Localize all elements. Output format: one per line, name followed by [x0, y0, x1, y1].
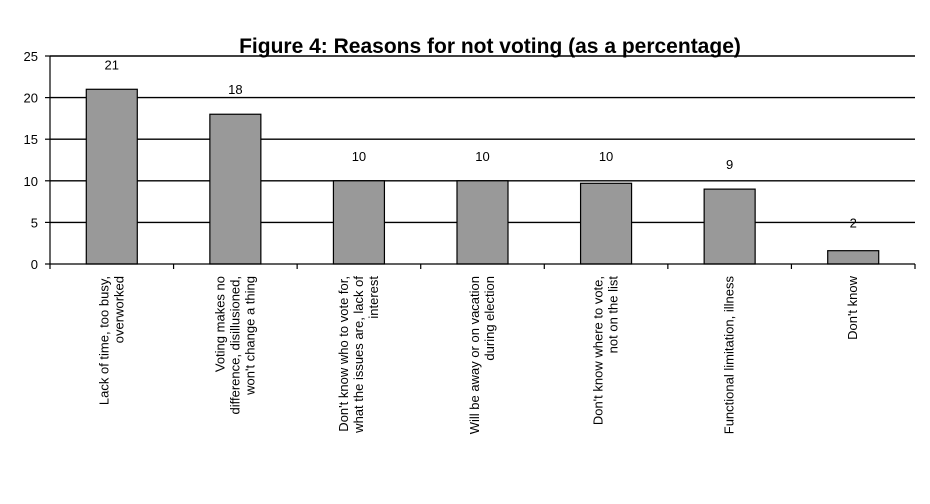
- data-label: 21: [105, 57, 119, 72]
- chart-title: Figure 4: Reasons for not voting (as a p…: [239, 35, 741, 58]
- data-label: 10: [352, 149, 366, 164]
- data-label: 2: [850, 215, 857, 230]
- category-label-line: what the issues are, lack of: [351, 276, 366, 434]
- category-label-line: won't change a thing: [242, 276, 257, 396]
- category-label-line: interest: [366, 276, 381, 319]
- category-label-line: Don't know: [845, 275, 860, 340]
- bars: [85, 88, 880, 265]
- data-label: 10: [599, 149, 613, 164]
- y-tick-label: 15: [24, 132, 38, 147]
- category-label-line: Functional limitation, illness: [722, 276, 737, 435]
- category-label-line: difference, disillusioned,: [227, 276, 242, 415]
- category-label-line: Don't know who to vote for,: [336, 276, 351, 432]
- bar: [456, 180, 509, 265]
- axes: 0 5 10 15 20 25: [24, 49, 916, 272]
- bar: [332, 180, 386, 265]
- category-label: Don't know who to vote for, what the issu…: [336, 276, 381, 434]
- y-tick-label: 0: [31, 257, 38, 272]
- data-label: 18: [228, 82, 242, 97]
- category-label: Don't know where to vote, not on the list: [591, 276, 621, 426]
- y-tick-label: 20: [24, 91, 38, 106]
- data-label: 10: [475, 149, 489, 164]
- category-label-line: overworked: [111, 276, 126, 343]
- y-tick-label: 5: [31, 215, 38, 230]
- data-label: 9: [726, 157, 733, 172]
- category-label: Functional limitation, illness: [722, 276, 737, 435]
- bar: [827, 250, 880, 265]
- bar: [85, 88, 138, 265]
- bar: [703, 188, 756, 265]
- gridlines: [50, 55, 915, 224]
- data-labels: 21 18 10 10 10 9 2: [105, 57, 857, 230]
- category-label-line: Lack of time, too busy,: [96, 276, 111, 405]
- category-label: Will be away or on vacation during electi…: [467, 276, 497, 434]
- category-label-line: Voting makes no: [212, 276, 227, 372]
- bar: [209, 113, 262, 265]
- category-label: Voting makes no difference, disillusioned…: [212, 276, 257, 415]
- category-label-line: Will be away or on vacation: [467, 276, 482, 434]
- category-labels: Lack of time, too busy, overworked Voting …: [96, 275, 860, 434]
- category-label: Don't know: [845, 275, 860, 340]
- category-label: Lack of time, too busy, overworked: [96, 276, 126, 405]
- y-tick-label: 10: [24, 174, 38, 189]
- category-label-line: during election: [482, 276, 497, 361]
- y-tick-label: 25: [24, 49, 38, 64]
- category-label-line: not on the list: [606, 276, 621, 354]
- bar: [579, 182, 633, 265]
- category-label-line: Don't know where to vote,: [591, 276, 606, 425]
